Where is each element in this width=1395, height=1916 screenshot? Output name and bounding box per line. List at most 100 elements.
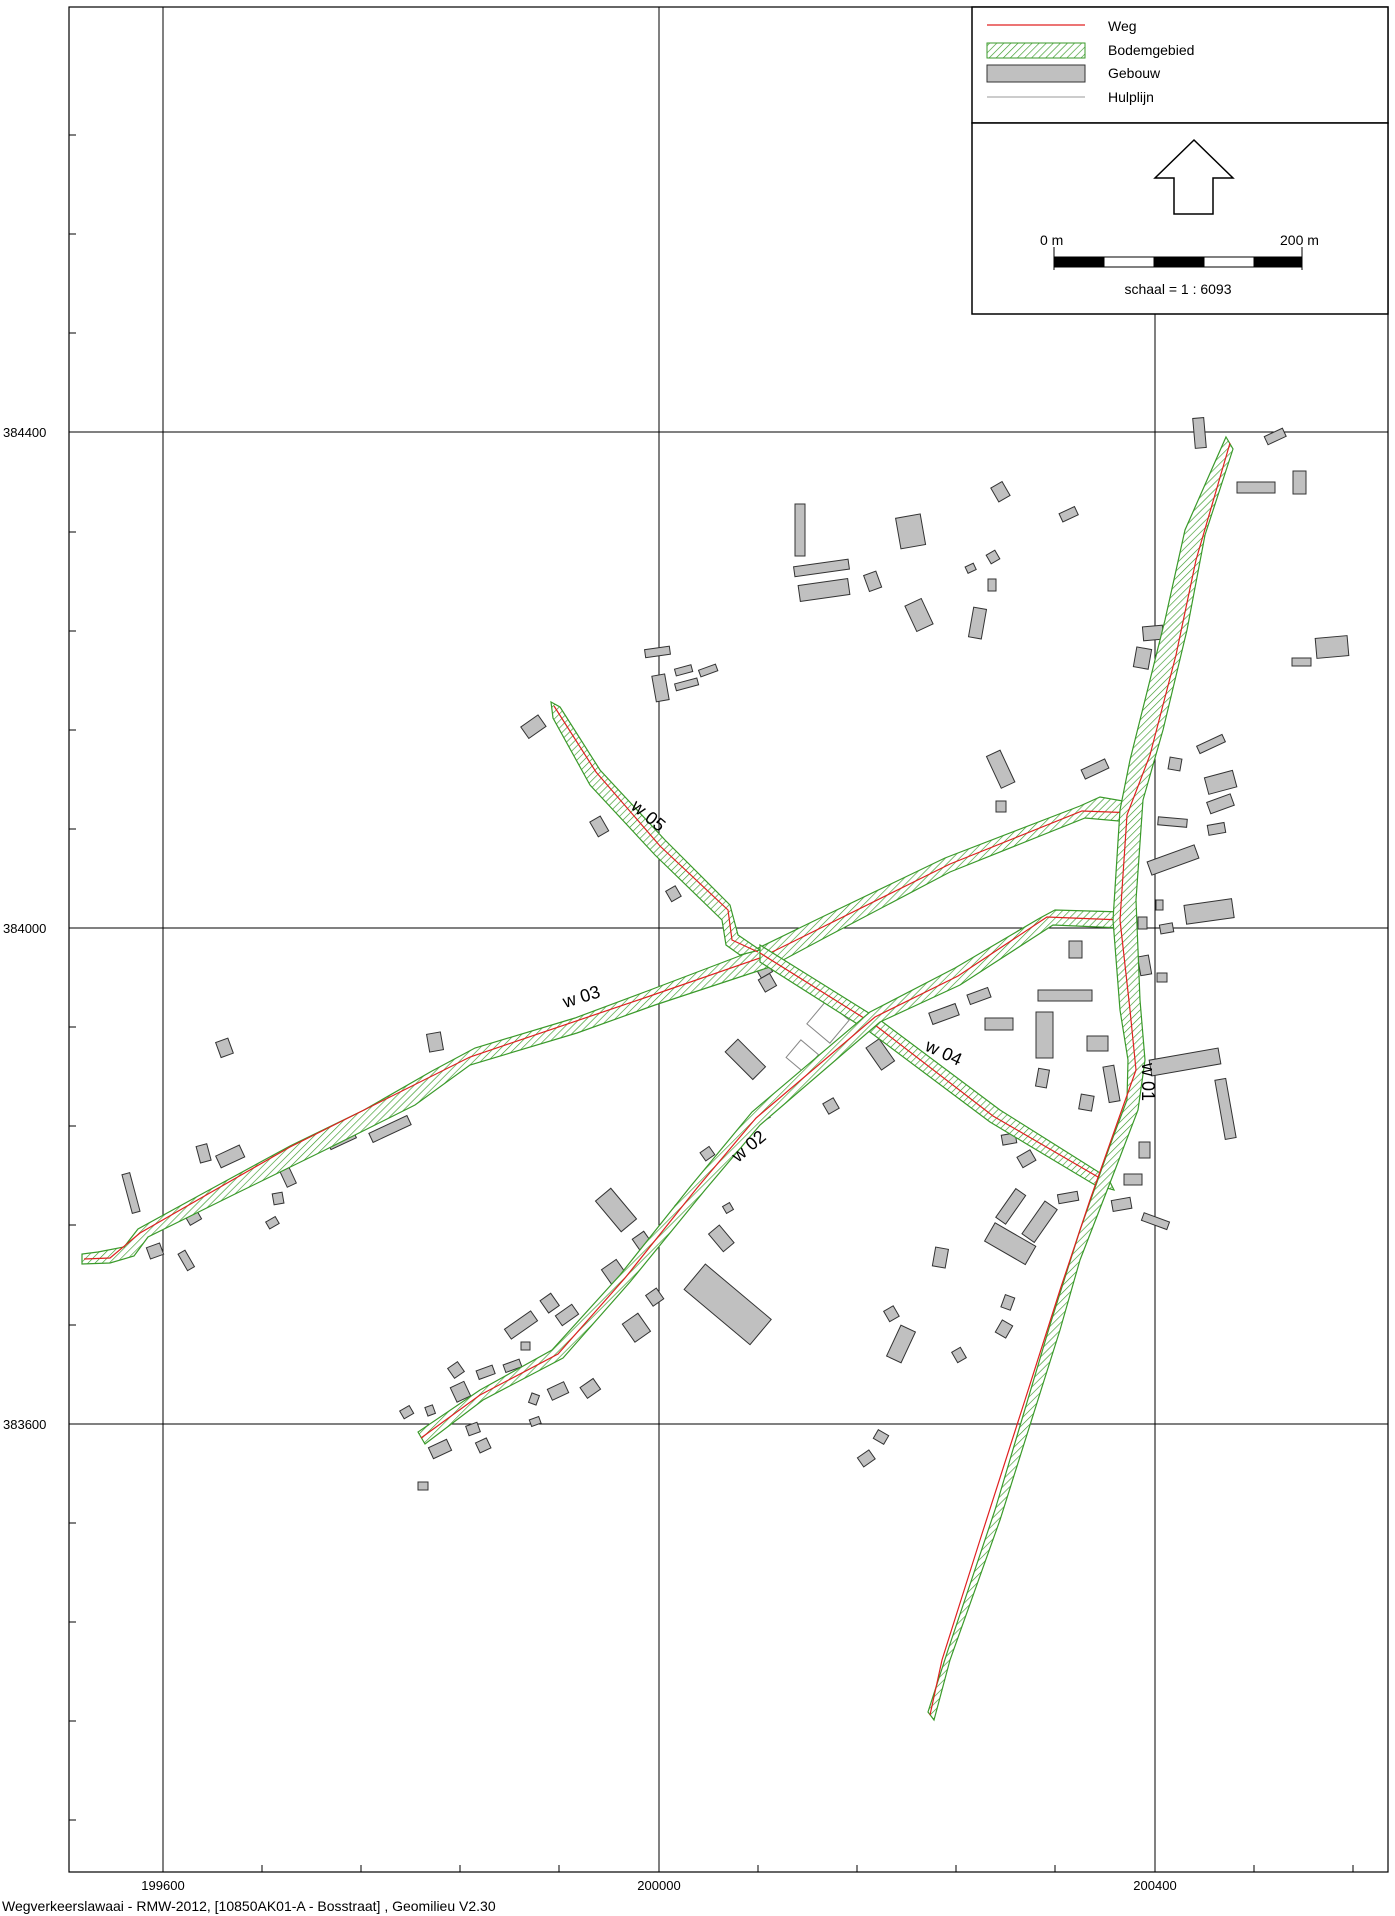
building [527,1392,541,1406]
building [1292,470,1307,495]
building [1214,1077,1237,1140]
building [644,1287,665,1307]
scale-box: 0 m 200 m schaal = 1 : 6093 [971,122,1389,315]
buildings [121,416,1350,1491]
road-line-w03 [83,810,1137,1260]
building [1110,1196,1133,1213]
building [1203,769,1238,795]
road-line-w04 [759,952,1111,1185]
building [862,570,883,593]
building [1086,1035,1109,1052]
building [1314,635,1350,659]
building [424,1404,437,1417]
building [966,986,992,1006]
building [1155,899,1164,911]
building [673,664,694,677]
building [1157,816,1188,828]
building [995,800,1007,813]
building [1137,916,1148,930]
building [894,513,927,550]
building [793,558,850,578]
legend: Weg Bodemgebied Gebouw Hulplijn [971,6,1389,124]
ground-area-w04 [759,943,1116,1191]
building [195,1143,212,1164]
building [398,1404,415,1420]
building [1263,427,1287,446]
building [1037,989,1093,1002]
building [885,1324,917,1364]
building [520,1341,531,1351]
road-line-w02 [420,916,1123,1439]
road-line-w01 [929,442,1231,1716]
building [865,1038,896,1071]
building [931,1246,950,1269]
building [984,1017,1014,1031]
building [985,549,1001,565]
building [1195,733,1227,755]
building [474,1437,492,1454]
building [1236,481,1276,494]
building [1068,940,1083,959]
building [1206,821,1227,836]
building [990,480,1011,503]
axis-ticks [69,134,1354,1872]
building [967,606,988,640]
legend-label-gebouw: Gebouw [1108,65,1161,81]
building [1056,1190,1080,1205]
building [1132,646,1153,670]
building [579,1377,602,1400]
building [872,1428,890,1446]
building [1123,1173,1143,1186]
building [707,1224,735,1253]
legend-label-weg: Weg [1108,18,1137,34]
building [1146,844,1200,876]
building [554,1303,580,1327]
building [985,749,1016,789]
building [446,1360,466,1380]
building [621,1312,652,1343]
gray-rectangle-icon [986,64,1086,83]
building [1016,1149,1037,1169]
north-arrow-icon [1153,138,1235,215]
building [1156,972,1168,983]
y-label-384400: 384400 [3,425,46,440]
building [475,1364,496,1381]
building [1078,1093,1095,1112]
building [427,1438,453,1460]
building [177,1249,196,1272]
building [121,1172,141,1214]
building [465,1421,481,1437]
building [1080,758,1110,780]
building [797,578,851,602]
building [1206,793,1235,815]
building [1148,1047,1222,1077]
building [215,1144,246,1169]
building [987,578,997,592]
building [699,1145,716,1162]
road-line-w05 [553,705,759,953]
building [1140,1212,1171,1231]
building [1183,898,1235,925]
scale-end-label: 200 m [1280,232,1319,248]
building [882,1305,900,1323]
building [271,1191,285,1206]
building [368,1114,412,1144]
building [1138,1141,1151,1159]
building [449,1380,472,1403]
building [425,1031,445,1053]
building [856,1449,876,1468]
building [673,677,700,692]
building [724,1038,767,1081]
building [1192,416,1207,449]
building [528,1415,542,1428]
building [1167,756,1183,772]
building [264,1215,280,1230]
building [721,1201,735,1215]
building [589,815,610,838]
green-hatch-icon [986,42,1086,59]
building [1034,1067,1051,1089]
building [520,714,547,740]
building [1291,657,1312,667]
building [757,972,778,993]
